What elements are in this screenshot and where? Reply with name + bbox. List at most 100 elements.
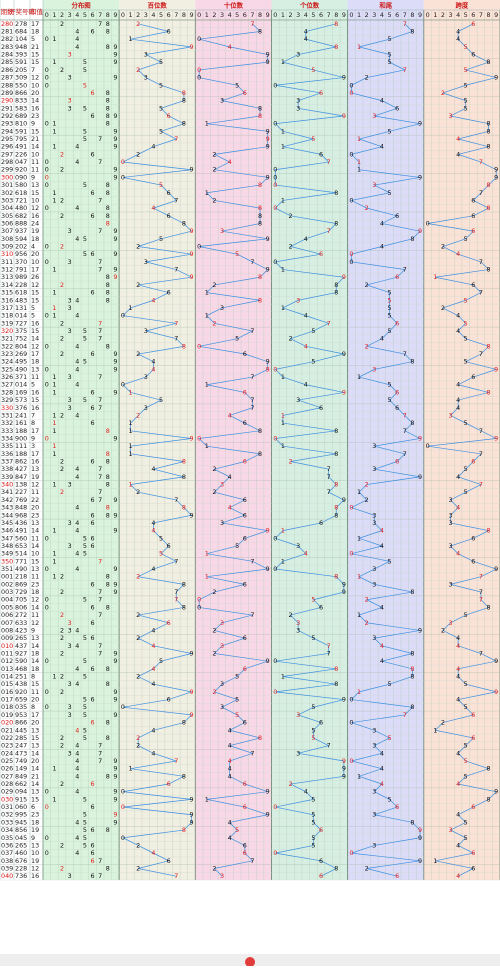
- distribution-digit: 1: [52, 765, 56, 773]
- trend-digit: 4: [456, 312, 460, 320]
- distribution-digit: 1: [52, 573, 56, 581]
- digit-header: 4: [228, 11, 232, 19]
- digit-header: 1: [357, 11, 361, 19]
- trend-digit: 5: [311, 818, 315, 826]
- trend-digit: 8: [258, 296, 262, 304]
- trend-digit: 9: [189, 511, 193, 519]
- distribution-digit: 8: [106, 481, 110, 489]
- trend-digit: 3: [372, 726, 376, 734]
- issue: 317: [1, 304, 13, 312]
- distribution-digit: 0: [45, 166, 49, 174]
- trend-digit: 4: [456, 673, 460, 681]
- draw-number: 920: [15, 688, 27, 696]
- issue: 305: [1, 212, 13, 220]
- sum: 12: [31, 281, 39, 289]
- draw-number: 278: [15, 20, 27, 28]
- draw-number: 633: [15, 619, 27, 627]
- issue: 034: [1, 826, 13, 834]
- trend-digit: 4: [456, 811, 460, 819]
- trend-digit: 7: [174, 557, 178, 565]
- distribution-digit: 9: [113, 112, 117, 120]
- draw-number: 956: [15, 250, 27, 258]
- issue: 314: [1, 281, 13, 289]
- trend-digit: 4: [151, 358, 155, 366]
- issue: 351: [1, 565, 13, 573]
- sum: 12: [31, 619, 39, 627]
- trend-digit: 3: [448, 411, 452, 419]
- draw-number: 376: [15, 404, 27, 412]
- trend-digit: 4: [456, 872, 460, 880]
- digit-header: 3: [296, 11, 300, 19]
- distribution-digit: 9: [113, 649, 117, 657]
- sum: 15: [31, 680, 39, 688]
- trend-digit: 3: [448, 619, 452, 627]
- distribution-digit: 8: [106, 603, 110, 611]
- trend-digit: 3: [220, 703, 224, 711]
- trend-digit: 3: [448, 542, 452, 550]
- issue: 038: [1, 857, 13, 865]
- sum: 13: [31, 181, 39, 189]
- trend-digit: 2: [212, 196, 216, 204]
- distribution-digit: 4: [75, 465, 79, 473]
- trend-digit: 6: [243, 841, 247, 849]
- issue: 288: [1, 81, 13, 89]
- trend-digit: 9: [189, 811, 193, 819]
- draw-number: 251: [15, 673, 27, 681]
- sum: 7: [31, 411, 35, 419]
- distribution-digit: 5: [83, 335, 87, 343]
- trend-digit: 9: [266, 173, 270, 181]
- digit-header: 3: [68, 11, 72, 19]
- distribution-digit: 1: [52, 442, 56, 450]
- issue: 307: [1, 227, 13, 235]
- distribution-digit: 2: [60, 864, 64, 872]
- distribution-digit: 3: [68, 711, 72, 719]
- trend-digit: 9: [494, 657, 498, 665]
- trend-digit: 8: [487, 388, 491, 396]
- distribution-digit: 7: [98, 588, 102, 596]
- trend-digit: 3: [296, 619, 300, 627]
- issue: 316: [1, 296, 13, 304]
- distribution-digit: 3: [68, 404, 72, 412]
- distribution-digit: 4: [75, 504, 79, 512]
- distribution-digit: 2: [60, 634, 64, 642]
- distribution-digit: 5: [83, 550, 87, 558]
- trend-digit: 0: [349, 150, 353, 158]
- trend-digit: 7: [403, 450, 407, 458]
- issue: 007: [1, 619, 13, 627]
- distribution-digit: 4: [75, 28, 79, 36]
- sum: 17: [31, 20, 39, 28]
- trend-digit: 7: [327, 319, 331, 327]
- distribution-digit: 0: [45, 181, 49, 189]
- distribution-digit: 4: [75, 365, 79, 373]
- trend-digit: 2: [289, 243, 293, 251]
- trend-digit: 3: [144, 404, 148, 412]
- trend-digit: 5: [235, 711, 239, 719]
- distribution-digit: 9: [113, 711, 117, 719]
- trend-digit: 0: [197, 434, 201, 442]
- sum: 18: [31, 665, 39, 673]
- distribution-digit: 7: [98, 649, 102, 657]
- distribution-digit: 1: [52, 289, 56, 297]
- sum: 21: [31, 772, 39, 780]
- digit-header: 5: [83, 11, 87, 19]
- trend-digit: 2: [289, 458, 293, 466]
- issue: 003: [1, 588, 13, 596]
- issue: 283: [1, 43, 13, 51]
- sum: 21: [31, 43, 39, 51]
- trend-digit: 8: [258, 181, 262, 189]
- trend-digit: 7: [250, 749, 254, 757]
- distribution-digit: 4: [75, 411, 79, 419]
- trend-digit: 4: [228, 765, 232, 773]
- distribution-digit: 2: [60, 841, 64, 849]
- trend-digit: 2: [136, 411, 140, 419]
- digit-header: 0: [349, 11, 353, 19]
- distribution-digit: 7: [98, 596, 102, 604]
- trend-digit: 5: [311, 135, 315, 143]
- distribution-digit: 0: [45, 849, 49, 857]
- issue: 006: [1, 611, 13, 619]
- distribution-digit: 2: [60, 243, 64, 251]
- trend-digit: 4: [456, 780, 460, 788]
- sum: 15: [31, 396, 39, 404]
- issue: 319: [1, 319, 13, 327]
- trend-digit: 0: [349, 81, 353, 89]
